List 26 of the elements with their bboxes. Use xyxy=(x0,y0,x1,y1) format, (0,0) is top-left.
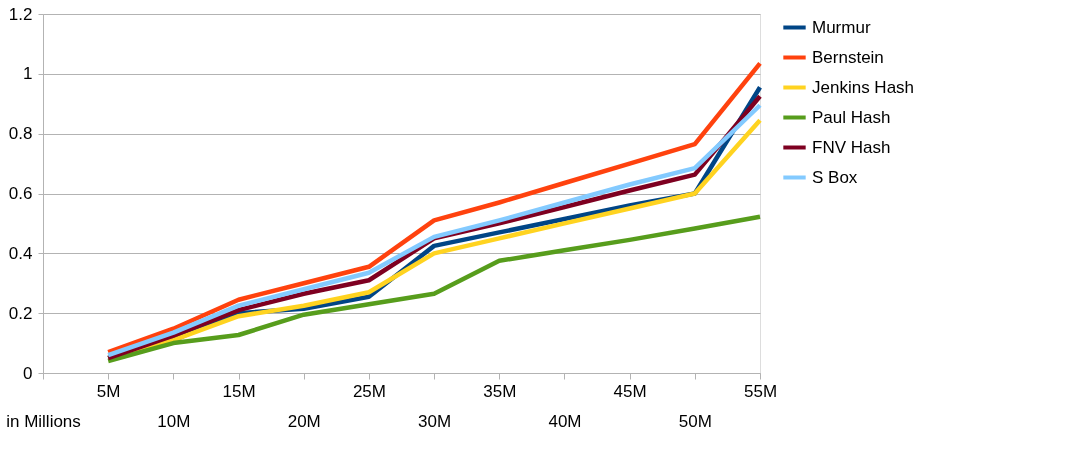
legend-label: Paul Hash xyxy=(812,107,891,127)
x-tick-label: 30M xyxy=(418,411,452,431)
x-tick-label: 15M xyxy=(222,381,256,401)
y-tick-label: 0.6 xyxy=(8,184,33,203)
x-tick-label: 50M xyxy=(678,411,712,431)
x-tick-label: 5M xyxy=(96,381,121,401)
y-tick-label: 1 xyxy=(23,64,33,84)
x-tick-label: 35M xyxy=(483,381,517,401)
y-tick-label: 0.2 xyxy=(8,303,33,323)
legend-label: Jenkins Hash xyxy=(812,77,915,97)
legend-label: Bernstein xyxy=(812,47,884,67)
x-tick-label: in Millions xyxy=(6,411,81,431)
x-tick-label: 20M xyxy=(287,411,321,431)
line-series xyxy=(105,214,763,364)
x-tick-label: 10M xyxy=(157,411,191,431)
x-tick-label: 40M xyxy=(548,411,582,431)
y-tick-label: 1.2 xyxy=(8,4,33,24)
legend-label: S Box xyxy=(812,167,858,187)
x-tick-label: 55M xyxy=(743,381,778,401)
y-tick-label: 0.8 xyxy=(8,124,33,144)
x-tick-label: 45M xyxy=(613,381,647,401)
legend-label: Murmur xyxy=(812,17,871,37)
y-tick-label: 0.4 xyxy=(8,243,33,263)
legend-label: FNV Hash xyxy=(812,137,891,157)
y-tick-label: 0 xyxy=(23,363,33,383)
x-tick-label: 25M xyxy=(352,381,386,401)
